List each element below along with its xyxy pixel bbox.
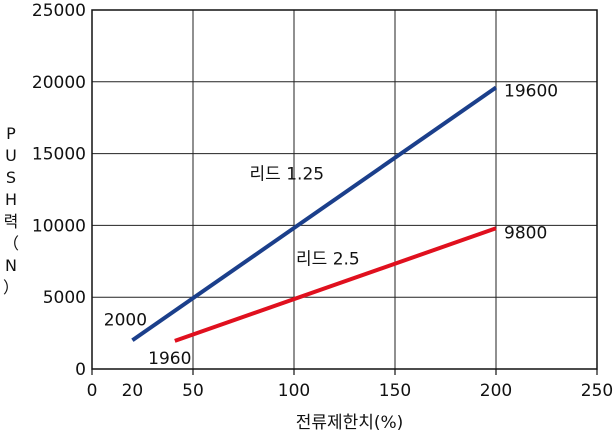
y-tick-label-5000: 5000 xyxy=(43,288,86,308)
y-axis-title-char: H xyxy=(5,190,17,209)
y-tick-label-20000: 20000 xyxy=(32,73,86,93)
x-axis-title: 전류제한치(%) xyxy=(296,413,404,433)
y-tick-label-0: 0 xyxy=(75,360,86,380)
y-axis-title-char: U xyxy=(5,146,17,165)
x-tick-label-100: 100 xyxy=(278,381,310,401)
y-axis-title-char: P xyxy=(6,124,16,143)
y-axis-title-char: （ xyxy=(3,234,19,253)
point-label-blue-end: 19600 xyxy=(504,82,558,102)
y-tick-label-25000: 25000 xyxy=(32,1,86,21)
y-axis-title-char: N xyxy=(5,256,17,275)
x-tick-label-0: 0 xyxy=(87,381,98,401)
x-tick-label-20: 20 xyxy=(122,381,144,401)
series-line-1 xyxy=(174,226,497,343)
y-axis-title-char: S xyxy=(6,168,16,187)
plot-frame xyxy=(91,9,598,370)
x-tick-label-200: 200 xyxy=(480,381,512,401)
series-line-0 xyxy=(131,85,498,342)
point-label-red-end: 9800 xyxy=(504,223,547,243)
x-tick-label-50: 50 xyxy=(182,381,204,401)
series-label-lead-1-25: 리드 1.25 xyxy=(250,165,325,185)
point-label-red-start: 1960 xyxy=(148,349,191,369)
series-label-lead-2-5: 리드 2.5 xyxy=(296,249,360,269)
y-axis-title-char: 력 xyxy=(4,212,19,231)
y-tick-label-15000: 15000 xyxy=(32,145,86,165)
point-label-blue-start: 2000 xyxy=(104,310,147,330)
y-tick-label-10000: 10000 xyxy=(32,216,86,236)
x-tick-label-250: 250 xyxy=(581,381,613,401)
x-tick-label-150: 150 xyxy=(379,381,411,401)
y-axis-title-char: ） xyxy=(3,278,19,297)
